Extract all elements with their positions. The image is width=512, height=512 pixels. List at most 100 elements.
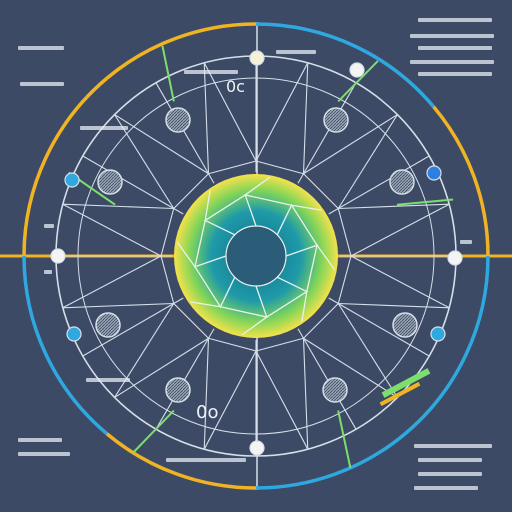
text-placeholder-0 (18, 46, 64, 50)
text-placeholder-7 (18, 438, 62, 442)
spoke-line (297, 328, 357, 430)
text-placeholder-20 (460, 240, 472, 244)
web-line (338, 203, 450, 210)
green-bar (381, 368, 431, 398)
solid-nodes (50, 50, 463, 456)
text-placeholder-8 (18, 452, 70, 456)
hatched-node-2 (95, 312, 121, 338)
solid-node-6 (66, 326, 82, 342)
hub-cell-edge (204, 190, 211, 221)
green-link (132, 409, 175, 454)
upper-label: 0c (226, 77, 245, 96)
green-link (337, 410, 352, 469)
web-line (338, 302, 450, 309)
outer-ring-segment-3 (255, 432, 407, 490)
outer-ring-segment-2 (404, 255, 490, 436)
text-placeholder-2 (418, 18, 492, 22)
text-placeholder-6 (418, 72, 492, 76)
text-placeholder-4 (418, 46, 492, 50)
spoke-line (155, 82, 215, 184)
text-placeholder-9 (414, 444, 492, 448)
spoke-line (82, 297, 184, 357)
solid-node-2 (426, 165, 442, 181)
web-line (203, 62, 257, 162)
outer-ring-segment-7 (105, 22, 257, 80)
web-line (337, 114, 398, 209)
web-line (303, 337, 398, 398)
solid-node-5 (249, 440, 265, 456)
web-line (255, 160, 304, 175)
text-placeholder-blocks (18, 18, 494, 490)
text-placeholder-14 (86, 378, 130, 382)
spoke-line (328, 297, 430, 357)
outer-ring-segment-5 (22, 255, 108, 436)
hub-cell-edge (190, 301, 221, 308)
web-line (114, 337, 209, 398)
text-placeholder-10 (418, 458, 482, 462)
text-placeholder-12 (414, 486, 478, 490)
spoke-line (82, 155, 184, 215)
text-placeholder-5 (410, 60, 494, 64)
hatched-node-3 (165, 377, 191, 403)
accent-links (68, 45, 454, 469)
web-line (62, 302, 174, 309)
spoke-line (297, 82, 357, 184)
outer-ring-segment-4 (105, 432, 257, 490)
green-link (161, 45, 175, 102)
web-line (337, 208, 352, 257)
hatched-node-5 (389, 169, 415, 195)
hub-cell-edge (316, 244, 336, 271)
web-line (208, 337, 257, 352)
hub-cell-edge (301, 291, 308, 322)
outer-ring-segment-6 (22, 76, 108, 257)
spoke-line (155, 328, 215, 430)
text-placeholder-1 (20, 82, 64, 86)
outer-ring-segment-0 (255, 22, 436, 108)
hatched-node-4 (323, 107, 349, 133)
hatched-nodes (95, 107, 418, 403)
hatched-node-6 (392, 312, 418, 338)
hatched-node-0 (165, 107, 191, 133)
web-line (303, 114, 398, 175)
hub-cell-edge (241, 316, 268, 336)
hatched-node-7 (322, 377, 348, 403)
text-placeholder-18 (44, 224, 54, 228)
solid-node-3 (447, 250, 463, 266)
hub-cell-edge (244, 176, 271, 196)
text-placeholder-13 (80, 126, 128, 130)
web-line (62, 203, 174, 210)
outer-ring (22, 22, 490, 490)
solid-node-7 (50, 248, 66, 264)
web-line (337, 303, 398, 398)
web-line (302, 338, 309, 450)
text-placeholder-17 (166, 458, 246, 462)
web-line (160, 208, 175, 257)
web-line (302, 62, 309, 174)
hub-cell-edge (176, 241, 196, 268)
web-line (255, 62, 309, 162)
web-line (62, 255, 162, 309)
text-placeholder-19 (44, 270, 52, 274)
web-line (208, 160, 257, 175)
connection-web (56, 56, 456, 456)
web-line (255, 337, 304, 352)
web-line (350, 203, 450, 257)
web-line (337, 255, 352, 304)
lower-label: 0o (196, 402, 218, 423)
hub-cell-edge (291, 204, 322, 211)
web-line (350, 255, 450, 309)
green-bar-2 (379, 381, 421, 407)
web-line (114, 114, 175, 209)
outer-ring-segment-1 (432, 105, 490, 257)
web-line (173, 303, 209, 339)
central-hub (174, 174, 338, 338)
web-line (255, 350, 309, 450)
text-placeholder-11 (418, 472, 482, 476)
green-link (337, 60, 379, 103)
text-placeholder-3 (410, 34, 494, 38)
web-line (303, 303, 339, 339)
hatched-node-1 (97, 169, 123, 195)
web-line (203, 62, 210, 174)
